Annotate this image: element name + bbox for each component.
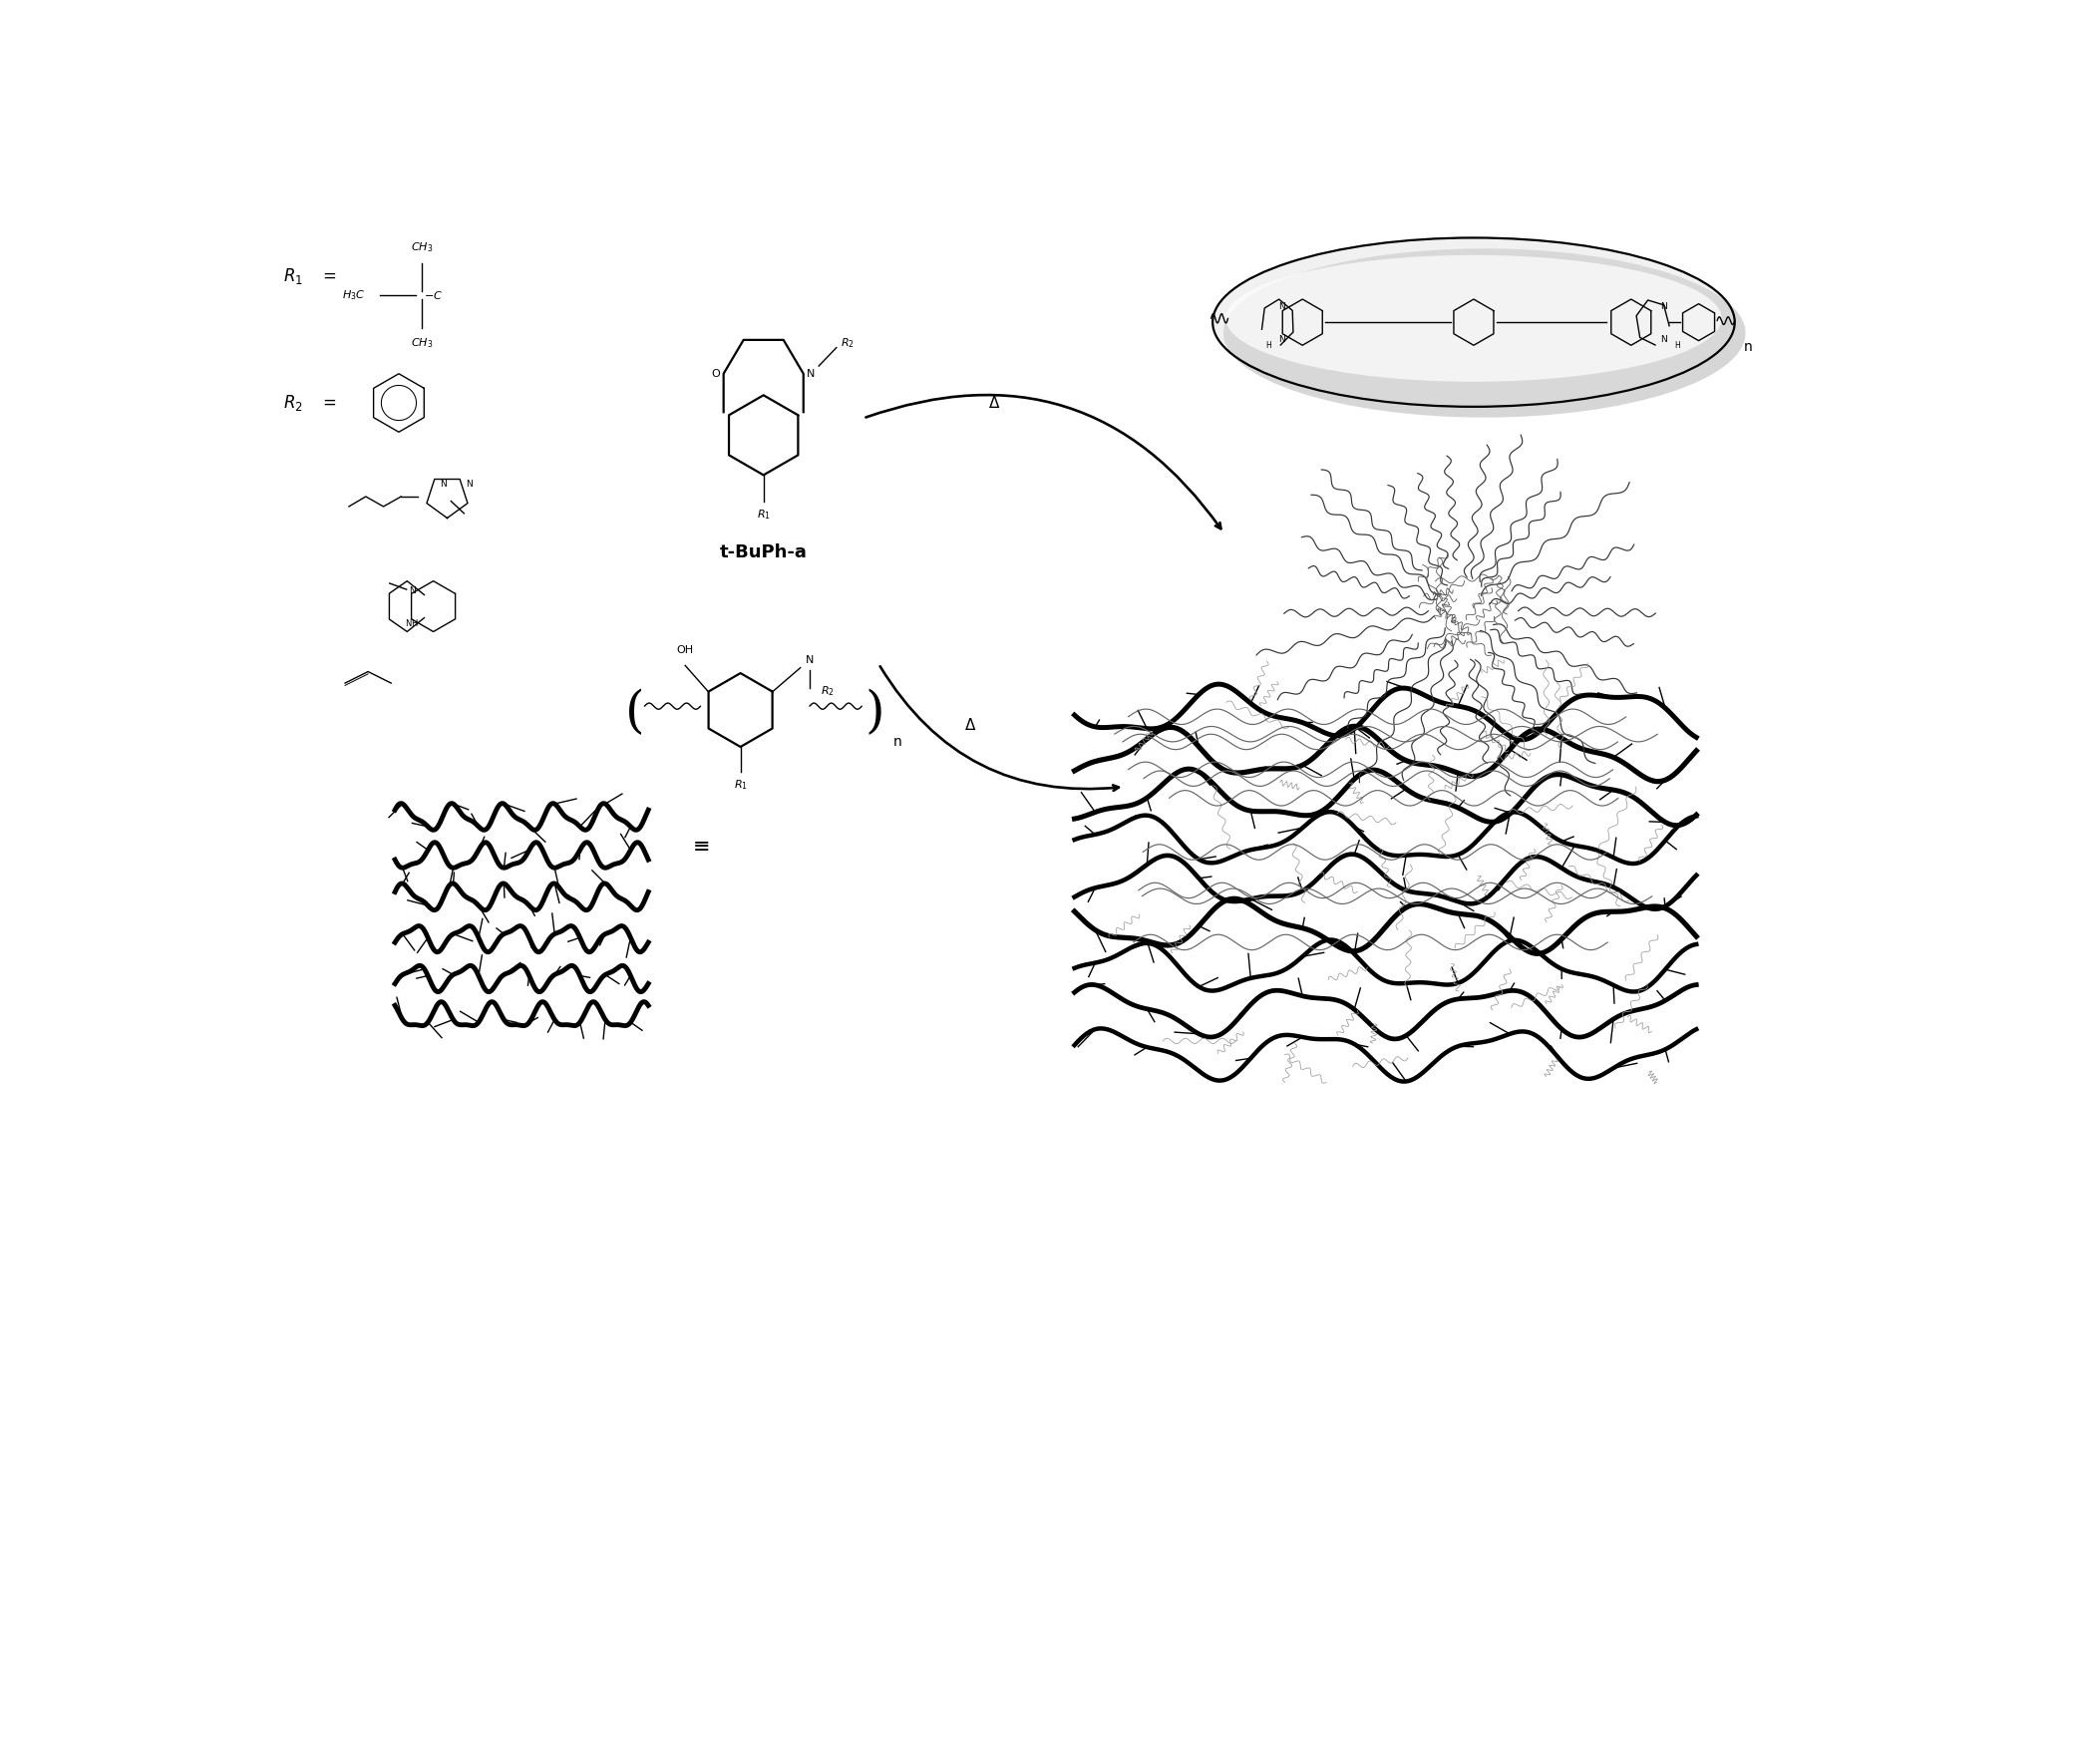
Text: H: H [1265, 340, 1271, 349]
Text: $R_1$: $R_1$ [284, 266, 303, 286]
Text: $H_3C$: $H_3C$ [342, 289, 365, 302]
Text: N: N [409, 586, 415, 596]
Text: $\!\!$NH: $\!\!$NH [407, 617, 419, 628]
Text: $\equiv$: $\equiv$ [689, 834, 709, 854]
Text: n: n [894, 736, 902, 750]
Text: $R_2$: $R_2$ [284, 393, 303, 413]
Ellipse shape [1213, 238, 1734, 407]
Text: $R_1$: $R_1$ [757, 508, 769, 520]
Text: ): ) [865, 690, 886, 739]
Text: $-C$: $-C$ [423, 289, 442, 302]
Text: O: O [711, 369, 720, 379]
Text: N: N [1278, 335, 1286, 344]
Text: t-BuPh-a: t-BuPh-a [720, 543, 807, 561]
Text: =: = [321, 393, 336, 411]
Text: OH: OH [676, 646, 693, 654]
Text: n: n [1744, 340, 1753, 355]
Text: N: N [1659, 302, 1667, 312]
Text: =: = [321, 266, 336, 286]
Text: N: N [1278, 302, 1286, 312]
Text: H: H [1674, 340, 1680, 349]
Text: N: N [1659, 335, 1667, 344]
Text: $\Delta$: $\Delta$ [987, 395, 1000, 411]
Ellipse shape [1224, 249, 1746, 418]
Text: $\Delta$: $\Delta$ [964, 718, 977, 734]
Text: $R_1$: $R_1$ [734, 778, 747, 792]
Ellipse shape [1226, 256, 1721, 381]
Text: N: N [465, 480, 473, 489]
Text: $CH_3$: $CH_3$ [411, 242, 433, 254]
Text: N: N [807, 369, 815, 379]
Text: N: N [440, 480, 446, 489]
Text: (: ( [624, 690, 645, 739]
Text: $R_2$: $R_2$ [821, 684, 836, 699]
Text: $CH_3$: $CH_3$ [411, 337, 433, 349]
Text: N: N [805, 654, 813, 665]
Text: $R_2$: $R_2$ [840, 337, 854, 349]
